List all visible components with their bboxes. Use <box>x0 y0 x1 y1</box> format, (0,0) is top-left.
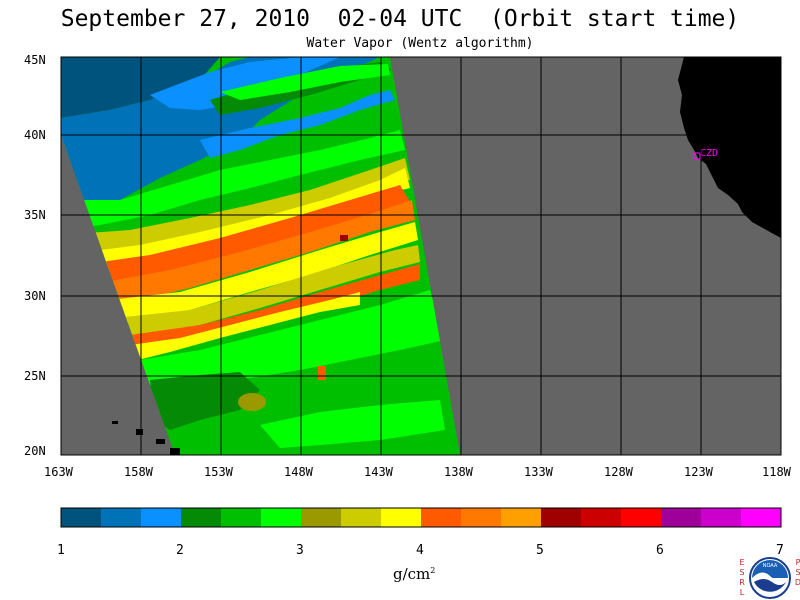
swath-band-darkgreen-south <box>150 372 260 430</box>
colorbar-swatch <box>381 508 422 527</box>
colorbar-swatch <box>581 508 622 527</box>
colorbar-tick-3: 3 <box>296 543 304 558</box>
colorbar-frame <box>60 507 782 528</box>
swath-band-green-north <box>220 64 390 100</box>
lon-label-123w: 123W <box>684 465 714 479</box>
lat-label-25n: 25N <box>24 369 46 383</box>
swath-band-yellow-south <box>110 222 418 325</box>
land-island-2 <box>136 429 143 435</box>
swath-patch-olive <box>238 393 266 411</box>
logo-letter-e: E <box>739 558 745 567</box>
swath-band-olive-south <box>115 245 420 345</box>
colorbar-swatch <box>221 508 262 527</box>
swath-band-yellow-tail <box>130 292 360 362</box>
noaa-text: NOAA <box>763 563 778 569</box>
colorbar-swatch <box>541 508 582 527</box>
esrl-letters: E S R L <box>738 558 746 598</box>
lon-label-158w: 158W <box>124 465 154 479</box>
psd-letters: P S D <box>794 558 800 588</box>
colorbar-swatch <box>61 508 102 527</box>
colorbar-tick-5: 5 <box>536 543 544 558</box>
swath-band-bright-green-tail <box>260 400 445 448</box>
logo-letter-p: P <box>795 558 800 567</box>
colorbar-swatch <box>181 508 222 527</box>
colorbar-tick-4: 4 <box>416 543 424 558</box>
lon-label-118w: 118W <box>762 465 792 479</box>
czd-marker-icon <box>693 152 701 160</box>
map-gridlines <box>61 57 781 455</box>
swath-spot-dark-red <box>340 235 348 241</box>
land-island-4 <box>170 448 180 455</box>
map-subtitle: Water Vapor (Wentz algorithm) <box>306 36 534 51</box>
colorbar-tick-6: 6 <box>656 543 664 558</box>
czd-marker-label: CZD <box>700 148 718 159</box>
land-island-1 <box>112 421 118 424</box>
lon-label-143w: 143W <box>364 465 394 479</box>
colorbar-swatch <box>421 508 462 527</box>
swath-patch-orange <box>318 366 326 380</box>
colorbar-units: g/cm2 <box>393 565 435 583</box>
lat-label-20n: 20N <box>24 444 46 458</box>
logo-letter-s: S <box>739 568 745 577</box>
colorbar-swatch <box>101 508 142 527</box>
lon-label-133w: 133W <box>524 465 554 479</box>
lat-label-45n: 45N <box>24 53 46 67</box>
logo-letter-d: D <box>794 578 800 587</box>
latitude-labels: 45N 40N 35N 30N 25N 20N <box>24 53 46 458</box>
colorbar-swatch <box>501 508 542 527</box>
colorbar-tick-labels: 1 2 3 4 5 6 7 <box>57 543 784 558</box>
colorbar-swatch <box>461 508 502 527</box>
land-island-3 <box>156 439 165 444</box>
swath-band-orange-light <box>100 200 415 310</box>
colorbar-swatch <box>141 508 182 527</box>
land-california <box>678 57 781 238</box>
colorbar-swatch <box>621 508 662 527</box>
lat-label-35n: 35N <box>24 208 46 222</box>
colorbar-tick-7: 7 <box>776 543 784 558</box>
lat-label-30n: 30N <box>24 289 46 303</box>
colorbar-swatch <box>661 508 702 527</box>
lon-label-128w: 128W <box>604 465 634 479</box>
swath-band-green-mid <box>61 130 405 230</box>
swath-band-green-south <box>140 290 445 385</box>
colorbar-swatch <box>341 508 382 527</box>
lon-label-138w: 138W <box>444 465 474 479</box>
logo-letter-s2: S <box>795 568 800 577</box>
colorbar-tick-1: 1 <box>57 543 65 558</box>
swath-band-yellow <box>61 168 410 280</box>
swath-band-orange <box>80 185 412 295</box>
longitude-labels: 163W 158W 153W 148W 143W 138W 133W 128W … <box>44 465 792 479</box>
colorbar-swatch <box>701 508 742 527</box>
lat-label-40n: 40N <box>24 128 46 142</box>
page-title: September 27, 2010 02-04 UTC (Orbit star… <box>60 6 740 32</box>
swath-band-blue <box>150 57 340 110</box>
units-exponent: 2 <box>430 566 436 575</box>
colorbar-tick-2: 2 <box>176 543 184 558</box>
noaa-logo: E S R L NOAA P S D <box>736 556 800 600</box>
colorbar-swatch <box>301 508 342 527</box>
swath-band-blue-2 <box>200 90 395 158</box>
colorbar-swatch <box>261 508 302 527</box>
lon-label-148w: 148W <box>284 465 314 479</box>
lon-label-153w: 153W <box>204 465 234 479</box>
lon-label-163w: 163W <box>44 465 74 479</box>
logo-letter-r: R <box>739 578 745 587</box>
logo-letter-l: L <box>739 588 745 597</box>
units-base: g/cm <box>393 565 431 583</box>
map-frame <box>60 56 782 456</box>
noaa-emblem-icon: NOAA <box>749 557 791 599</box>
swath-band-olive <box>61 158 410 270</box>
colorbar-swatch <box>741 508 782 527</box>
colorbar <box>61 508 782 527</box>
